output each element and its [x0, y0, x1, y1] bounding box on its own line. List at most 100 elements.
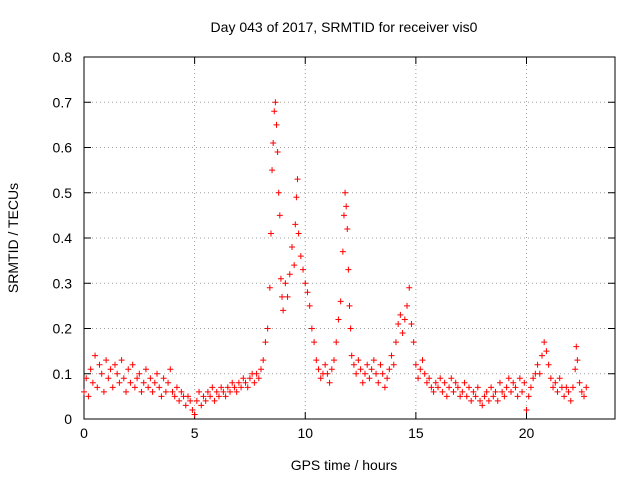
data-point: [437, 375, 444, 382]
data-point: [569, 384, 576, 391]
data-point: [519, 388, 526, 395]
data-point: [288, 244, 295, 251]
data-point: [105, 375, 112, 382]
x-axis-label: GPS time / hours: [291, 457, 398, 473]
data-point: [373, 370, 380, 377]
data-point: [516, 375, 523, 382]
data-point: [499, 388, 506, 395]
data-point: [317, 375, 324, 382]
data-point: [235, 379, 242, 386]
data-point: [147, 375, 154, 382]
data-point: [488, 384, 495, 391]
data-point: [523, 406, 530, 413]
data-point: [162, 388, 169, 395]
data-point: [490, 393, 497, 400]
data-point: [277, 275, 284, 282]
data-point: [505, 375, 512, 382]
y-tick-label: 0: [64, 411, 72, 427]
data-point: [366, 375, 373, 382]
data-point: [578, 388, 585, 395]
data-point: [395, 320, 402, 327]
data-point: [543, 348, 550, 355]
data-point: [282, 280, 289, 287]
data-point: [87, 366, 94, 373]
data-point: [160, 375, 167, 382]
data-point: [527, 384, 534, 391]
data-point: [525, 393, 532, 400]
data-point: [572, 366, 579, 373]
x-tick-label: 0: [80, 425, 88, 441]
data-point: [231, 384, 238, 391]
data-point: [306, 302, 313, 309]
data-point: [465, 384, 472, 391]
data-point: [430, 388, 437, 395]
data-point: [313, 357, 320, 364]
data-point: [459, 388, 466, 395]
data-point: [521, 379, 528, 386]
x-tick-label: 20: [519, 425, 535, 441]
data-point: [138, 388, 145, 395]
data-point: [215, 393, 222, 400]
data-point: [492, 388, 499, 395]
data-point: [222, 393, 229, 400]
data-point: [182, 402, 189, 409]
data-point: [350, 361, 357, 368]
data-point: [463, 393, 470, 400]
data-point: [530, 375, 537, 382]
data-point: [300, 266, 307, 273]
grid: [84, 57, 615, 419]
data-point: [501, 393, 508, 400]
data-point: [426, 375, 433, 382]
data-point: [224, 384, 231, 391]
data-point: [156, 384, 163, 391]
data-point: [485, 397, 492, 404]
data-point: [116, 379, 123, 386]
x-tick-label: 5: [191, 425, 199, 441]
y-tick-label: 0.4: [53, 230, 73, 246]
data-point: [260, 357, 267, 364]
data-point: [392, 339, 399, 346]
data-point: [131, 384, 138, 391]
data-point: [565, 388, 572, 395]
data-point: [220, 388, 227, 395]
data-point: [227, 388, 234, 395]
data-point: [176, 397, 183, 404]
data-point: [89, 379, 96, 386]
data-point: [271, 108, 278, 115]
data-point: [545, 361, 552, 368]
y-tick-label: 0.1: [53, 366, 73, 382]
data-point: [274, 149, 281, 156]
data-point: [364, 361, 371, 368]
data-point: [346, 302, 353, 309]
data-point: [229, 379, 236, 386]
data-point: [284, 293, 291, 300]
data-point: [145, 384, 152, 391]
data-point: [573, 343, 580, 350]
data-point: [576, 379, 583, 386]
data-point: [100, 388, 107, 395]
data-point: [552, 379, 559, 386]
data-point: [255, 375, 262, 382]
data-point: [355, 357, 362, 364]
data-point: [83, 375, 90, 382]
data-point: [388, 352, 395, 359]
data-point: [435, 384, 441, 391]
data-point: [269, 167, 276, 174]
data-point: [272, 99, 279, 106]
data-point: [503, 384, 510, 391]
data-point: [344, 225, 351, 232]
data-point: [583, 384, 590, 391]
y-tick-label: 0.3: [53, 275, 73, 291]
data-point: [326, 379, 333, 386]
data-point: [169, 388, 176, 395]
data-point: [421, 370, 428, 377]
data-point: [457, 393, 464, 400]
data-point: [377, 361, 384, 368]
data-point: [120, 375, 127, 382]
data-point: [114, 370, 121, 377]
data-point: [291, 262, 298, 269]
data-point: [441, 379, 448, 386]
y-axis-label: SRMTID / TECUs: [5, 183, 21, 293]
data-point: [218, 384, 225, 391]
